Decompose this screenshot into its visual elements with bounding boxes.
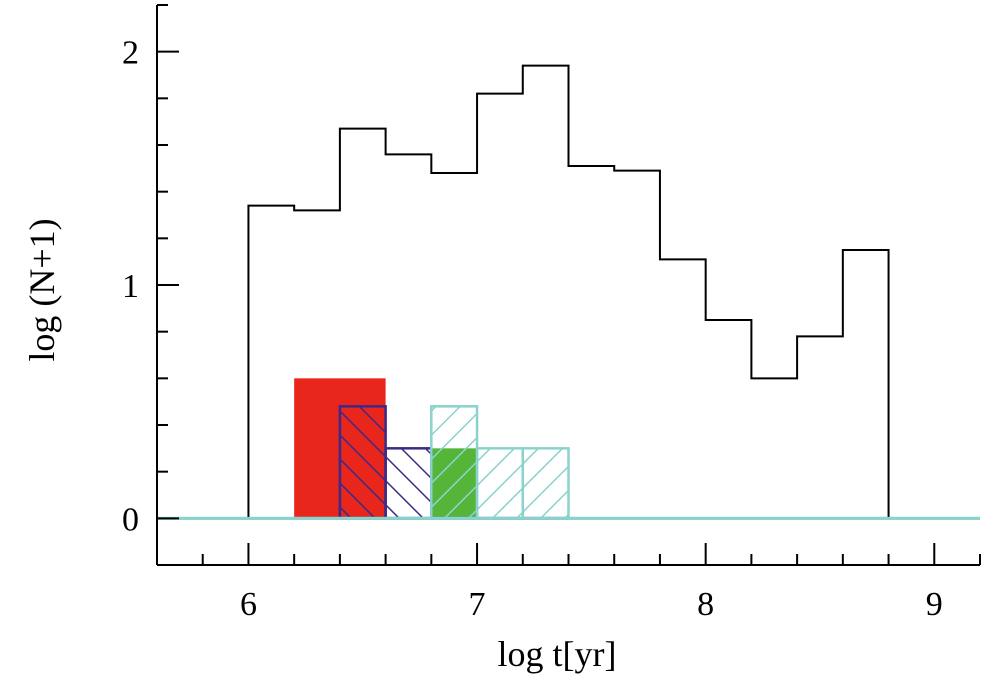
- y-tick-label: 0: [122, 501, 139, 538]
- x-axis-label: log t[yr]: [498, 634, 617, 674]
- bar-purple-hatched-1: [384, 447, 433, 520]
- bar-teal-hatched-0: [430, 405, 479, 520]
- y-tick-label: 2: [122, 35, 139, 72]
- axes-layer: 6 7 8 9 0 1 2: [122, 4, 981, 623]
- y-tick-label: 1: [122, 268, 139, 305]
- x-tick-label: 8: [697, 586, 714, 623]
- bar-purple-hatched-0: [338, 405, 387, 520]
- x-tick-label: 7: [469, 586, 486, 623]
- histogram-outline: [157, 64, 980, 520]
- bar-teal-hatched-1: [475, 447, 525, 520]
- bar-teal-hatched-2: [521, 447, 570, 520]
- y-axis-label: log (N+1): [22, 218, 62, 361]
- series-all-clusters: [157, 64, 980, 520]
- x-tick-label: 9: [926, 586, 943, 623]
- series-teal-hatched: [157, 405, 980, 520]
- x-tick-label: 6: [240, 586, 257, 623]
- series-layer: [157, 64, 980, 520]
